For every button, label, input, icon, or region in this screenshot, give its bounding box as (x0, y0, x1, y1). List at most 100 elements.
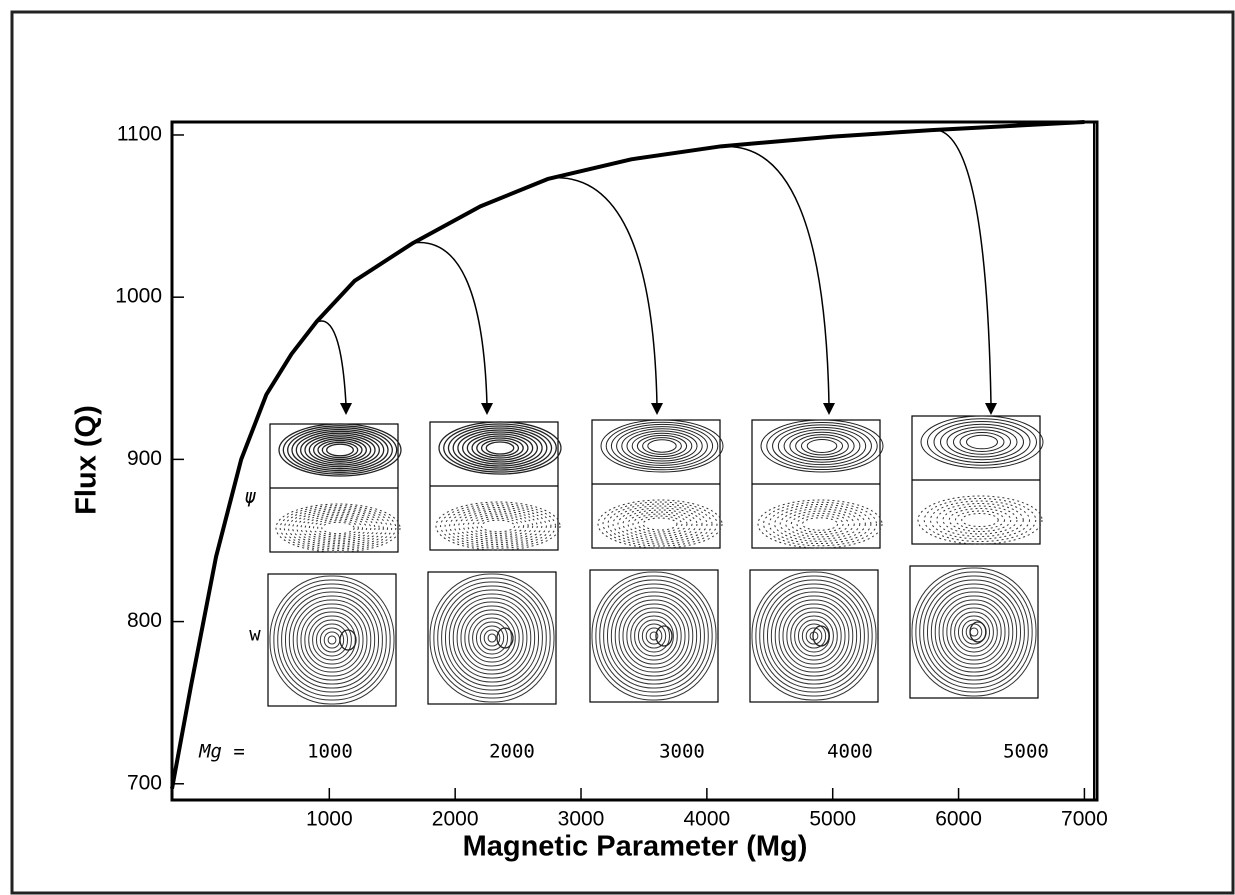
contour (319, 627, 345, 653)
contour (626, 430, 698, 462)
contour (795, 434, 849, 458)
y-tick-label: 800 (127, 609, 162, 632)
contour (774, 506, 866, 542)
arrow-head (985, 403, 997, 415)
x-tick-label: 2000 (432, 808, 479, 831)
contour (269, 575, 395, 705)
y-axis-label: Flux (Q) (71, 405, 103, 515)
contour (483, 629, 501, 647)
contour (778, 599, 850, 673)
contour (444, 505, 552, 547)
contour (435, 501, 561, 551)
arrow (929, 129, 992, 406)
annotation: 5000 (1003, 741, 1049, 763)
contour (429, 573, 555, 703)
contour (476, 437, 524, 459)
contour (785, 510, 855, 538)
contour (757, 499, 883, 549)
contour (279, 505, 397, 551)
contour (790, 512, 850, 536)
contour (614, 595, 694, 677)
contour (443, 423, 557, 473)
contour (277, 583, 387, 697)
inset (589, 419, 724, 703)
contour (275, 503, 401, 553)
annotation: 3000 (659, 741, 705, 763)
contour (480, 439, 520, 457)
contour (641, 623, 667, 649)
contour (936, 503, 1024, 537)
x-tick-label: 1000 (306, 808, 353, 831)
contour (460, 605, 524, 671)
contour (327, 635, 337, 645)
contour (282, 425, 398, 475)
contour (933, 421, 1031, 463)
contour (777, 426, 867, 466)
contour (637, 515, 683, 533)
contour (457, 429, 543, 467)
contour (770, 591, 858, 681)
arrow (719, 145, 830, 406)
y-tick-label: 1100 (117, 123, 162, 146)
contour (959, 432, 1005, 452)
contour (616, 426, 708, 466)
contour (485, 441, 515, 455)
contour (774, 595, 854, 677)
contour (622, 603, 686, 669)
contour (448, 593, 536, 683)
contour (801, 517, 839, 531)
contour (630, 611, 678, 661)
contour (948, 508, 1012, 532)
inset-box (267, 573, 397, 707)
arrow (316, 320, 347, 406)
contour (312, 619, 352, 661)
contour (602, 501, 718, 547)
contour (600, 419, 724, 473)
contour (634, 615, 674, 657)
contour (476, 517, 520, 535)
contour (642, 437, 682, 455)
contour (759, 579, 869, 693)
contour (326, 443, 354, 457)
contour (496, 627, 514, 649)
arrow-head (481, 403, 493, 415)
contour (915, 571, 1033, 693)
arrow-head (651, 403, 663, 415)
contour (763, 501, 877, 547)
contour (930, 500, 1030, 540)
contour (441, 585, 543, 691)
inset (267, 423, 402, 707)
contour (760, 419, 884, 473)
contour (452, 597, 532, 679)
contour (321, 521, 355, 535)
contour (287, 427, 393, 473)
contour (471, 516, 525, 536)
contour (313, 438, 367, 462)
contour (917, 495, 1043, 545)
plot-area (170, 120, 1099, 802)
y-tick-label: 1000 (115, 285, 162, 308)
contour (621, 428, 703, 464)
contour (800, 436, 844, 456)
contour (316, 623, 348, 657)
contour (476, 621, 508, 655)
contour (487, 633, 497, 643)
contour (940, 423, 1024, 461)
contour (642, 517, 678, 531)
contour (655, 625, 673, 647)
contour (950, 607, 998, 657)
contour (923, 579, 1025, 685)
contour (617, 507, 703, 541)
contour (308, 436, 372, 464)
x-tick-label: 7000 (1061, 808, 1108, 831)
contour (927, 418, 1037, 466)
x-tick-label: 3000 (558, 808, 605, 831)
contour (605, 421, 719, 471)
contour (308, 615, 356, 665)
annotation: Mg = (198, 741, 245, 763)
contour (437, 581, 547, 695)
contour (954, 611, 994, 653)
contour (647, 439, 677, 453)
contour (321, 441, 359, 459)
contour (300, 432, 380, 468)
